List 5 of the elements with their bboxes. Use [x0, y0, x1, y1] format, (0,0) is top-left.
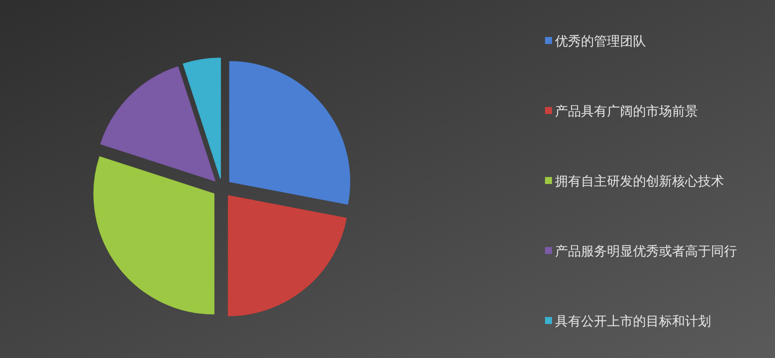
legend-label: 具有公开上市的目标和计划 [555, 314, 711, 330]
legend-label: 拥有自主研发的创新核心技术 [555, 174, 724, 190]
legend-label: 产品服务明显优秀或者高于同行 [555, 244, 737, 260]
legend-label: 优秀的管理团队 [555, 34, 646, 50]
legend-label: 产品具有广阔的市场前景 [555, 104, 698, 120]
